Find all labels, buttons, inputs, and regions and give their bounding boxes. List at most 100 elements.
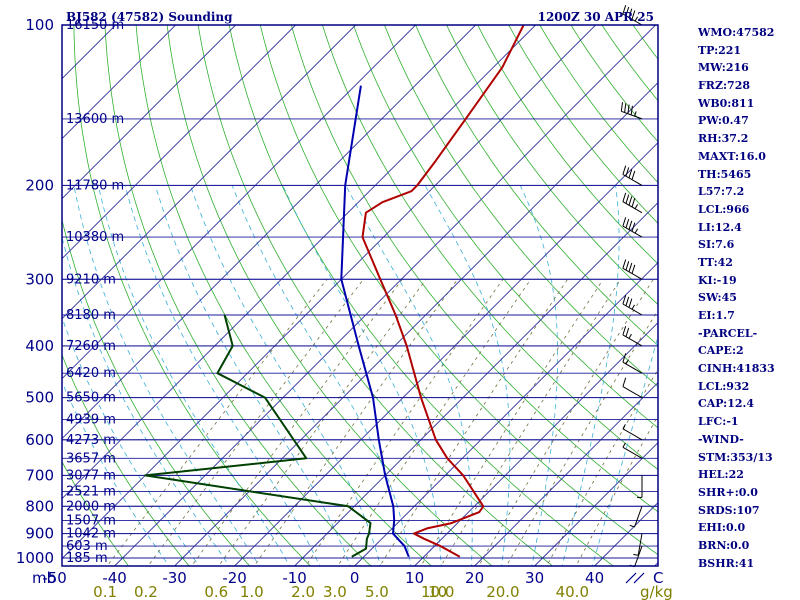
stat-item: WB0:811 (698, 96, 755, 110)
stat-item: L57:7.2 (698, 185, 745, 199)
wind-barb (622, 442, 643, 459)
stat-item: TP:221 (698, 43, 742, 57)
moist-adiabat (155, 185, 351, 566)
stats-panel: WMO:47582 TP:221 MW:216 FRZ:728 WB0:811 PW:0.… (698, 24, 798, 572)
stat-item: MW:216 (698, 61, 749, 75)
isotherm (182, 81, 658, 559)
moist-adiabat (282, 185, 442, 566)
stat-item: CAPE:2 (698, 344, 744, 358)
stat-item: -PARCEL- (698, 326, 758, 340)
wind-barb (622, 165, 643, 186)
wind-barbs (620, 5, 643, 568)
isotherm (362, 261, 658, 559)
isotherm (0, 558, 3, 566)
dry-adiabat (228, 25, 614, 566)
temperature-tick-label: -50 (42, 569, 67, 587)
stat-item: EI:1.7 (698, 309, 735, 322)
mixing-ratio-label: 3.0 (323, 583, 347, 600)
moist-adiabat (62, 235, 230, 566)
height-label: 1507 m (66, 513, 116, 528)
height-label: 4273 m (66, 433, 116, 448)
temperature-tick-label: 0 (350, 569, 360, 587)
mixing-ratio-line (546, 368, 658, 566)
isotherm (62, 25, 596, 559)
isotherm (422, 321, 658, 559)
height-label: 1042 m (66, 527, 116, 542)
mixing-ratio-line (191, 279, 403, 566)
mixing-ratio-label: 10 (428, 583, 447, 600)
mixing-ratio-line (253, 279, 458, 566)
stat-item: -WIND- (698, 432, 744, 446)
stat-item: RH:37.2 (698, 132, 749, 146)
dry-adiabat (477, 25, 658, 265)
temperature-tick-label: -40 (102, 569, 127, 587)
moist-adiabat (519, 185, 558, 566)
dry-adiabat (415, 25, 658, 346)
wind-barb (637, 475, 643, 498)
mixing-ratio-label: 10.0 (421, 583, 454, 600)
temperature-tick-label: -20 (222, 569, 247, 587)
pressure-tick-label: 300 (25, 270, 54, 288)
stat-item: BSHR:41 (698, 556, 755, 570)
stat-item: EHI:0.0 (698, 521, 746, 535)
stat-item: STM:353/13 (698, 450, 773, 464)
mixing-ratio-label: 0.6 (204, 583, 228, 600)
mixing-ratio-line (337, 279, 532, 566)
mixing-ratio-unit: g/kg (640, 583, 673, 600)
mixing-ratio-label: 5.0 (365, 583, 389, 600)
isotherm (62, 25, 176, 140)
wind-barb (622, 295, 643, 316)
stat-item: CINH:41833 (698, 362, 775, 376)
plot-frame (61, 24, 659, 567)
stat-item: SRDS:107 (698, 503, 760, 517)
moist-adiabat (62, 316, 200, 566)
pressure-tick-label: 700 (25, 466, 54, 484)
degc-slash (633, 572, 645, 584)
mixing-ratio-label: 2.0 (291, 583, 315, 600)
chart-time: 1200Z 30 APR 25 (538, 10, 654, 24)
isotherm (62, 25, 536, 500)
height-label: 13600 m (66, 112, 124, 127)
isotherm (354, 557, 363, 566)
stat-item: TH:5465 (698, 167, 752, 181)
isotherm (234, 557, 243, 566)
mixing-ratio-line (505, 309, 658, 566)
moist-adiabat (124, 185, 321, 566)
pressure-tick-label: 900 (25, 525, 54, 543)
moist-adiabat (62, 381, 170, 566)
height-label: 2000 m (66, 499, 116, 514)
mixing-ratio-line (106, 279, 328, 566)
isotherm (62, 25, 236, 200)
pressure-tick-label: 400 (25, 337, 54, 355)
wind-barb (629, 545, 643, 568)
stat-item: PW:0.47 (698, 114, 749, 128)
wind-barb (622, 217, 643, 238)
wind-barb (629, 506, 643, 528)
height-label: 7260 m (66, 339, 116, 354)
isotherm (414, 557, 423, 566)
isotherm (62, 25, 416, 380)
mixing-ratio-label: 0.2 (134, 583, 158, 600)
height-label: 3657 m (66, 451, 116, 466)
degc-label: C (653, 569, 663, 587)
temperature-tick-label: 20 (465, 569, 484, 587)
wind-barb (622, 325, 643, 347)
dry-adiabat (353, 25, 658, 429)
stat-item: SI:7.6 (698, 238, 735, 252)
mb-label: mb (32, 569, 56, 587)
pressure-tick-label: 100 (25, 16, 54, 34)
isotherm (542, 441, 658, 559)
height-label: 5650 m (66, 391, 116, 406)
mixing-ratio-label: 20.0 (486, 583, 519, 600)
height-label: 603 m (66, 539, 108, 554)
chart-title: BJ582 (47582) Sounding (66, 10, 233, 24)
height-label: 10380 m (66, 230, 124, 245)
dry-adiabat (62, 217, 251, 566)
isotherm (294, 557, 303, 566)
height-label: 185 m (66, 551, 108, 566)
stat-item: SW:45 (698, 291, 737, 305)
dry-adiabat (197, 25, 554, 566)
wind-barb (622, 353, 643, 374)
